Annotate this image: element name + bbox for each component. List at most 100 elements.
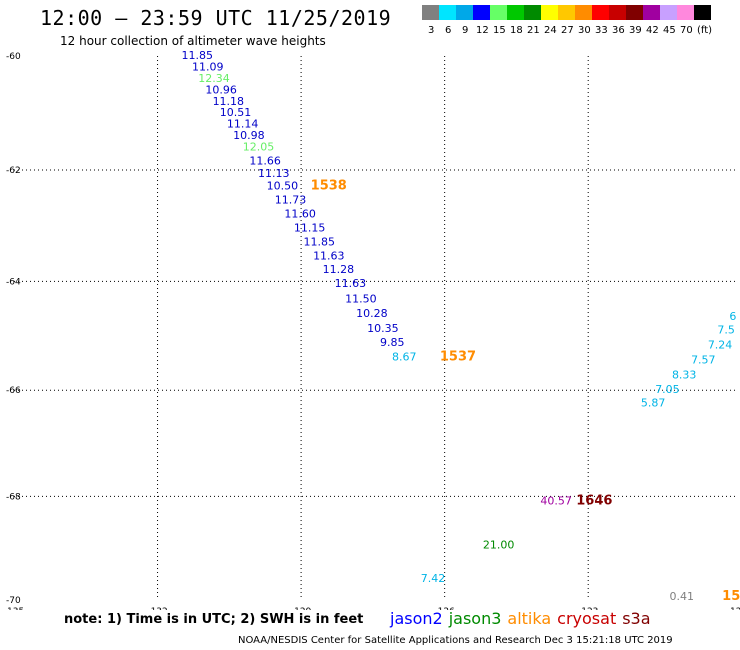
colorbar-swatch — [643, 5, 660, 20]
colorbar-label: 21 — [527, 25, 540, 36]
colorbar-swatch — [660, 5, 677, 20]
colorbar-label: 30 — [578, 25, 591, 36]
wave-height-observation: 40.57 — [540, 494, 572, 507]
wave-height-observation: 11.85 — [181, 49, 213, 62]
map-subtitle: 12 hour collection of altimeter wave hei… — [60, 34, 326, 48]
colorbar-swatch — [592, 5, 609, 20]
colorbar-label: 36 — [612, 25, 625, 36]
longitude-tick-label: -120 — [727, 607, 740, 610]
pass-number-label: 1537 — [440, 350, 476, 365]
wave-height-observation: 9.85 — [380, 336, 405, 349]
wave-height-observation: 10.98 — [233, 129, 265, 142]
colorbar-label: 39 — [629, 25, 642, 36]
wave-height-observation: 11.50 — [345, 292, 377, 305]
wave-height-observation: 12.34 — [198, 72, 230, 85]
wave-height-observation: 12.05 — [243, 140, 275, 153]
legend-jason3: jason3 — [448, 609, 502, 628]
latitude-tick-label: -66 — [6, 386, 21, 396]
legend-s3a: s3a — [622, 609, 651, 628]
wave-height-observation: 11.28 — [323, 263, 355, 276]
colorbar-swatch — [575, 5, 592, 20]
legend-jason2: jason2 — [390, 609, 443, 628]
wave-height-observation: 0.41 — [670, 590, 695, 603]
wave-height-observation: 10.35 — [367, 322, 399, 335]
latitude-tick-label: -60 — [6, 52, 21, 62]
latitude-tick-label: -64 — [6, 277, 21, 287]
legend-altika: altika — [507, 609, 552, 628]
colorbar-label: 15 — [493, 25, 506, 36]
colorbar-swatch — [507, 5, 524, 20]
altimeter-map: -60 -62 -64 -66 -68 -70-135 -132 -129 -126 -123 -1… — [4, 49, 740, 610]
credit-line: NOAA/NESDIS Center for Satellite Applica… — [238, 635, 673, 646]
colorbar-label: 3 — [428, 25, 435, 36]
colorbar-swatch — [626, 5, 643, 20]
longitude-tick-label: -123 — [578, 607, 598, 610]
wave-height-observation: 8.67 — [392, 351, 417, 364]
legend-cryosat: cryosat — [557, 609, 617, 628]
wave-height-observation: 11.13 — [258, 167, 290, 180]
wave-height-observation: 11.60 — [284, 208, 316, 221]
longitude-tick-label: -132 — [147, 607, 167, 610]
observation-points: 11.8511.0912.3410.9611.1810.5111.1410.98… — [181, 49, 736, 603]
map-grid — [10, 56, 735, 600]
wave-height-observation: 10.51 — [220, 106, 252, 119]
colorbar-swatch — [694, 5, 711, 20]
latitude-tick-label: -70 — [6, 596, 21, 606]
wave-height-observation: 8.33 — [672, 368, 697, 381]
colorbar-swatch — [558, 5, 575, 20]
latitude-tick-label: -68 — [6, 492, 21, 502]
satellite-legend: jason2 jason3 altika cryosat s3a — [390, 609, 657, 628]
colorbar-label: 12 — [476, 25, 489, 36]
pass-number-label: 1646 — [576, 493, 612, 508]
colorbar-label: 70 — [680, 25, 693, 36]
footnote: note: 1) Time is in UTC; 2) SWH is in fe… — [64, 612, 364, 627]
colorbar-unit: (ft) — [697, 25, 713, 36]
wave-height-observation: 11.14 — [227, 118, 259, 131]
colorbar-label: 6 — [445, 25, 452, 36]
wave-height-observation: 7.24 — [708, 339, 733, 352]
wave-height-observation: 7.42 — [421, 572, 446, 585]
longitude-tick-label: -126 — [434, 607, 455, 610]
wave-height-observation: 7.05 — [655, 383, 680, 396]
wave-height-observation: 11.63 — [335, 277, 367, 290]
wave-height-observation: 6 — [729, 310, 736, 323]
latitude-tick-label: -62 — [6, 166, 21, 176]
colorbar-label: 27 — [561, 25, 574, 36]
colorbar-swatch — [524, 5, 541, 20]
colorbar-label: 45 — [663, 25, 676, 36]
longitude-tick-label: -129 — [291, 607, 312, 610]
colorbar-swatch — [541, 5, 558, 20]
colorbar-label: 9 — [462, 25, 469, 36]
colorbar-swatch — [490, 5, 507, 20]
wave-height-observation: 11.85 — [303, 236, 335, 249]
pass-labels: 1538 1537 1646 15 — [311, 179, 740, 604]
colorbar-swatch — [609, 5, 626, 20]
colorbar-swatch — [456, 5, 473, 20]
wave-height-observation: 11.09 — [192, 60, 224, 73]
longitude-tick-label: -135 — [4, 607, 24, 610]
pass-number-label: 1538 — [311, 179, 347, 194]
wave-height-observation: 11.63 — [313, 249, 345, 262]
colorbar-swatch — [422, 5, 439, 20]
colorbar-swatch — [473, 5, 490, 20]
wave-height-observation: 11.15 — [294, 222, 326, 235]
colorbar-swatch — [439, 5, 456, 20]
wave-height-observation: 7.5 — [717, 323, 735, 336]
colorbar-label: 24 — [544, 25, 557, 36]
axis-labels: -60 -62 -64 -66 -68 -70-135 -132 -129 -126 -123 -1… — [4, 52, 740, 610]
wave-height-observation: 11.73 — [275, 194, 307, 207]
colorbar-label: 18 — [510, 25, 523, 36]
colorbar-swatch — [677, 5, 694, 20]
wave-height-observation: 10.50 — [267, 180, 299, 193]
wave-height-observation: 21.00 — [483, 539, 515, 552]
wave-height-observation: 10.28 — [356, 307, 388, 320]
colorbar-label: 33 — [595, 25, 608, 36]
wave-height-observation: 11.66 — [249, 154, 281, 167]
wave-height-observation: 7.57 — [691, 353, 716, 366]
wave-height-observation: 10.96 — [205, 83, 237, 96]
wave-height-observation: 11.18 — [213, 95, 245, 108]
map-title: 12:00 – 23:59 UTC 11/25/2019 — [40, 6, 392, 30]
wave-height-observation: 5.87 — [641, 396, 666, 409]
colorbar-label: 42 — [646, 25, 659, 36]
pass-number-label: 15 — [722, 589, 740, 604]
